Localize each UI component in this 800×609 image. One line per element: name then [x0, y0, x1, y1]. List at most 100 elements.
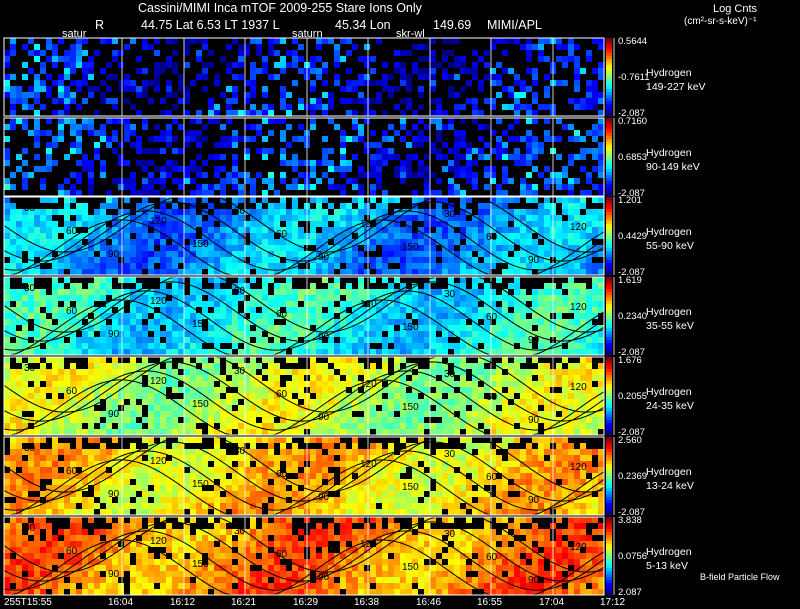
- contour-label: 30: [234, 206, 246, 217]
- contour-label: 120: [570, 542, 587, 553]
- contour-label: 150: [192, 559, 209, 570]
- contour-label: 120: [150, 296, 167, 307]
- contour-label: 30: [24, 523, 36, 534]
- colorbar-max-value: 1.201: [618, 195, 642, 206]
- color-bar-6: [606, 437, 612, 516]
- contour-label: 120: [570, 302, 587, 313]
- plot-title: Cassini/MIMI Inca mTOF 2009-255 Stare Io…: [138, 1, 422, 15]
- colorbar-mid-value: 0.2055: [618, 391, 648, 402]
- colorbar-mid-value: 0.6853: [618, 152, 648, 163]
- time-tick: 16:38: [354, 597, 380, 608]
- channel-panel-2: [3, 117, 615, 197]
- contour-label: 150: [402, 562, 419, 573]
- contour-label: 90: [528, 335, 540, 346]
- channel-label: Hydrogen 149-227 keV: [646, 66, 706, 94]
- channel-energy: 149-227 keV: [646, 81, 706, 93]
- contour-label: 90: [318, 572, 330, 583]
- contour-label: 30: [444, 209, 456, 220]
- contour-label: 30: [24, 283, 36, 294]
- contour-label: 90: [318, 412, 330, 423]
- contour-label: 120: [150, 216, 167, 227]
- contour-label: 120: [150, 456, 167, 467]
- planet-label: skr-wl: [396, 28, 425, 40]
- contour-label: 60: [276, 229, 288, 240]
- contour-label: 60: [66, 306, 78, 317]
- channel-energy: 35-55 keV: [646, 320, 694, 332]
- contour-label: 90: [108, 489, 120, 500]
- channel-panel-1: [3, 37, 615, 117]
- colorbar-min-value: -2.087: [618, 267, 645, 278]
- contour-label: 30: [234, 366, 246, 377]
- contour-label: 30: [234, 286, 246, 297]
- contour-label: 90: [528, 575, 540, 586]
- contour-label: 60: [276, 549, 288, 560]
- contour-label: 60: [486, 472, 498, 483]
- channel-panel-6: 30 60 90 120 150 30 60 90 120 150 30 60 90 120: [3, 436, 615, 516]
- time-tick: 16:55: [477, 597, 503, 608]
- lon-value: 45.34 Lon: [335, 18, 391, 32]
- colorbar-min-value: -2.087: [618, 507, 645, 518]
- channel-energy: 5-13 keV: [646, 560, 689, 572]
- colorbar-mid-value: 0.2369: [618, 471, 648, 482]
- colorbar-max-value: 0.7160: [618, 116, 648, 127]
- channel-label: Hydrogen 55-90 keV: [646, 225, 694, 253]
- contour-label: 120: [150, 376, 167, 387]
- contour-label: 30: [24, 203, 36, 214]
- contour-label: 30: [444, 529, 456, 540]
- colorbar-mid-value: 0.4429: [618, 231, 648, 242]
- contour-label: 90: [528, 255, 540, 266]
- channel-panel-3: 30 60 90 120 150 30 60 90 120 150 30 60 90 120: [3, 196, 615, 276]
- channel-energy: 13-24 keV: [646, 480, 694, 492]
- contour-label: 150: [402, 402, 419, 413]
- contour-label: 60: [66, 386, 78, 397]
- position-values: 44.75 Lat 6.53 LT 1937 L: [141, 18, 280, 32]
- contour-label: 150: [402, 242, 419, 253]
- contour-label: 120: [150, 536, 167, 547]
- contour-label: 150: [192, 399, 209, 410]
- units-label: (cm²-sr-s-keV)⁻¹: [684, 16, 757, 27]
- contour-label: 60: [66, 466, 78, 477]
- channel-label: Hydrogen 13-24 keV: [646, 465, 694, 493]
- r-label: R: [95, 18, 105, 32]
- data-source: MIMI/APL: [487, 18, 542, 32]
- contour-label: 30: [234, 526, 246, 537]
- channel-label: Hydrogen 5-13 keV: [646, 545, 692, 573]
- contour-label: 150: [192, 239, 209, 250]
- colorbar-mid-value: -0.7611: [618, 72, 650, 83]
- contour-label: 90: [318, 492, 330, 503]
- contour-label: 150: [192, 319, 209, 330]
- channel-species: Hydrogen: [646, 306, 692, 318]
- contour-label: 120: [360, 299, 377, 310]
- color-bar-4: [606, 277, 612, 356]
- contour-label: 90: [528, 495, 540, 506]
- log-counts-label: Log Cnts: [712, 3, 758, 15]
- contour-label: 30: [234, 446, 246, 457]
- colorbar-mid-value: 0.0756: [618, 551, 648, 562]
- channel-label: Hydrogen 35-55 keV: [646, 305, 694, 333]
- color-bar-2: [606, 118, 612, 197]
- contour-label: 90: [108, 249, 120, 260]
- color-bar-1: [606, 38, 612, 117]
- contour-label: 60: [486, 232, 498, 243]
- contour-label: 120: [360, 459, 377, 470]
- contour-label: 60: [276, 469, 288, 480]
- contour-label: 90: [108, 569, 120, 580]
- planet-label: saturn: [292, 28, 323, 40]
- contour-label: 150: [402, 482, 419, 493]
- colorbar-max-value: 1.619: [618, 275, 642, 286]
- colorbar-max-value: 0.5644: [618, 36, 648, 47]
- colorbar-min-value: -2.087: [618, 347, 645, 358]
- contour-label: 120: [360, 219, 377, 230]
- contour-label: 90: [318, 332, 330, 343]
- contour-label: 150: [402, 322, 419, 333]
- contour-label: 150: [192, 479, 209, 490]
- contour-label: 60: [486, 312, 498, 323]
- time-tick: 255T15:55: [4, 597, 52, 608]
- colorbar-max-value: 1.676: [618, 355, 642, 366]
- planet-label: satur: [62, 28, 87, 40]
- channel-species: Hydrogen: [646, 67, 692, 79]
- time-tick: 16:29: [293, 597, 319, 608]
- contour-label: 120: [570, 222, 587, 233]
- channel-energy: 90-149 keV: [646, 161, 700, 173]
